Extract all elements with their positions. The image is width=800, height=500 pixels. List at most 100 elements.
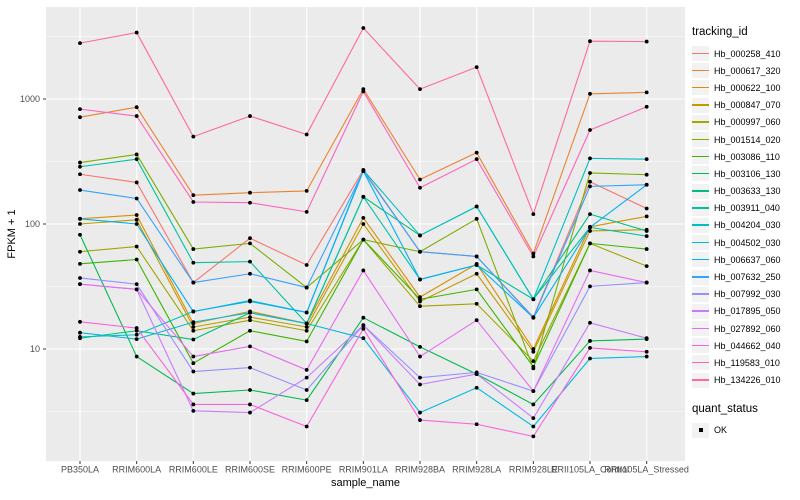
axis-ticks <box>43 98 648 464</box>
data-point <box>134 328 139 333</box>
legend-key-line-icon <box>692 183 709 199</box>
data-point <box>644 349 649 354</box>
x-tick-label: RRIM600SE <box>225 465 275 475</box>
data-point <box>418 418 422 422</box>
data-point <box>248 310 252 315</box>
legend-item-label: Hb_000847_070 <box>714 100 781 111</box>
data-point <box>78 172 82 177</box>
legend-title-quant-status: quant_status <box>692 402 758 415</box>
data-point <box>248 402 252 407</box>
data-point <box>191 391 196 396</box>
series-color-line-icon <box>692 52 709 55</box>
data-point <box>361 26 366 30</box>
data-point <box>134 244 139 249</box>
legend-key-point-icon <box>692 422 709 438</box>
legend-item-label: Hb_000617_320 <box>714 65 781 76</box>
data-point <box>531 359 536 364</box>
series-color-line-icon <box>692 241 709 244</box>
legend-item-Hb_000622_100: Hb_000622_100 <box>692 79 798 96</box>
data-point <box>588 156 592 161</box>
legend-item-Hb_003106_130: Hb_003106_130 <box>692 165 798 182</box>
data-point <box>304 321 309 326</box>
data-point <box>644 264 649 269</box>
legend-title-tracking-id: tracking_id <box>692 26 748 38</box>
data-point <box>418 304 422 309</box>
x-tick-label: RRII105LA_Stressed <box>604 465 689 475</box>
legend-item-Hb_003911_040: Hb_003911_040 <box>692 200 798 217</box>
legend-item-Hb_000258_410: Hb_000258_410 <box>692 45 798 62</box>
data-point <box>418 185 422 190</box>
data-point <box>644 354 649 359</box>
data-point <box>191 309 196 314</box>
legend-item-Hb_119583_010: Hb_119583_010 <box>692 354 798 371</box>
data-point <box>588 241 592 246</box>
data-point <box>248 344 252 349</box>
legend-item-label: Hb_000258_410 <box>714 48 781 59</box>
y-tick-label: 100 <box>25 219 40 229</box>
legend-item-Hb_004502_030: Hb_004502_030 <box>692 234 798 251</box>
legend-key-line-icon <box>692 46 709 62</box>
data-point <box>531 349 536 354</box>
data-point <box>248 271 252 276</box>
data-point <box>531 347 536 351</box>
legend-item-label: Hb_134226_010 <box>714 375 781 386</box>
data-point <box>78 334 82 339</box>
data-point <box>644 280 649 285</box>
data-point <box>304 388 309 392</box>
data-point <box>134 222 139 226</box>
legend-key-line-icon <box>692 80 709 96</box>
data-point <box>474 216 479 221</box>
data-point <box>588 39 592 44</box>
data-point <box>248 410 252 415</box>
legend-key-line-icon <box>692 338 709 354</box>
legend-item-Hb_000847_070: Hb_000847_070 <box>692 97 798 114</box>
data-point <box>531 424 536 429</box>
series-color-line-icon <box>692 190 709 192</box>
legend-item-label: Hb_003911_040 <box>714 203 780 214</box>
data-point <box>191 280 196 285</box>
legend-item-Hb_000997_060: Hb_000997_060 <box>692 114 798 131</box>
data-point <box>134 157 139 162</box>
data-point <box>248 236 252 241</box>
series-color-line-icon <box>692 379 709 381</box>
data-point <box>304 209 309 214</box>
data-point <box>191 247 196 251</box>
black-point-icon <box>698 428 703 433</box>
data-point <box>78 249 82 254</box>
legend-key-line-icon <box>692 269 709 285</box>
legend-key-line-icon <box>692 132 709 148</box>
data-point <box>644 104 649 109</box>
data-point <box>644 234 649 239</box>
data-point <box>361 323 366 328</box>
data-point <box>78 261 82 266</box>
series-color-line-icon <box>692 361 709 364</box>
data-point <box>134 217 139 222</box>
legend-items-tracking-id: Hb_000258_410 Hb_000617_320 Hb_000622_100 H… <box>692 45 798 389</box>
data-point <box>191 320 196 325</box>
legend-item-Hb_003633_130: Hb_003633_130 <box>692 183 798 200</box>
data-point <box>304 310 309 315</box>
data-point <box>361 194 366 199</box>
data-point <box>134 282 139 287</box>
legend-item-label: Hb_003106_130 <box>714 168 781 179</box>
legend-key-line-icon <box>692 166 709 182</box>
data-point <box>78 282 82 287</box>
data-point <box>248 315 252 319</box>
data-point <box>134 30 139 35</box>
data-point <box>474 254 479 259</box>
legend-key-line-icon <box>692 355 709 371</box>
legend-key-line-icon <box>692 200 709 216</box>
data-point <box>531 389 536 394</box>
series-color-line-icon <box>692 276 709 278</box>
data-point <box>191 200 196 204</box>
legend-item-Hb_001514_020: Hb_001514_020 <box>692 131 798 148</box>
legend-item-label: Hb_119583_010 <box>714 357 780 368</box>
series-color-line-icon <box>692 327 709 330</box>
data-point <box>474 65 479 69</box>
series-color-line-icon <box>692 258 709 261</box>
data-point <box>418 410 422 415</box>
data-point <box>644 229 649 233</box>
data-point <box>134 332 139 337</box>
data-point <box>474 372 479 376</box>
